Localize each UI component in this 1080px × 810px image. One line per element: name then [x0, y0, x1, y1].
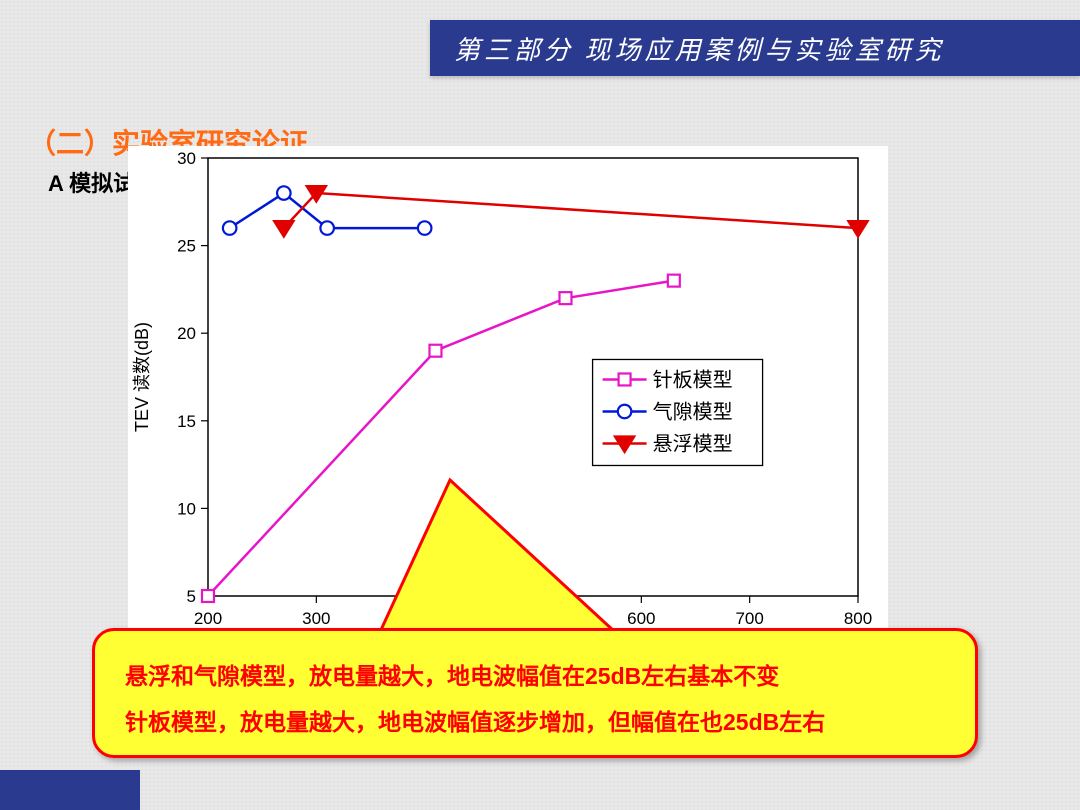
svg-text:30: 30 [177, 149, 196, 168]
svg-text:10: 10 [177, 499, 196, 518]
chart-svg: 200 300 400 500 600 700 800 5 10 15 20 25 30 TEV 读数(d… [128, 146, 888, 656]
svg-text:300: 300 [302, 609, 330, 628]
callout-line1: 悬浮和气隙模型，放电量越大，地电波幅值在25dB左右基本不变 [125, 653, 945, 699]
chart-panel: 200 300 400 500 600 700 800 5 10 15 20 25 30 TEV 读数(d… [128, 146, 888, 656]
svg-text:5: 5 [187, 587, 196, 606]
header-title: 第三部分 现场应用案例与实验室研究 [454, 30, 945, 67]
footer-block [0, 770, 140, 810]
svg-text:气隙模型: 气隙模型 [653, 400, 733, 423]
svg-text:20: 20 [177, 324, 196, 343]
svg-text:15: 15 [177, 412, 196, 431]
svg-text:800: 800 [844, 609, 872, 628]
svg-text:悬浮模型: 悬浮模型 [653, 432, 733, 455]
svg-text:500: 500 [519, 609, 547, 628]
svg-text:TEV 读数(dB): TEV 读数(dB) [132, 322, 152, 432]
svg-text:25: 25 [177, 237, 196, 256]
svg-text:400: 400 [410, 609, 438, 628]
svg-text:针板模型: 针板模型 [653, 368, 733, 391]
svg-text:200: 200 [194, 609, 222, 628]
svg-text:700: 700 [735, 609, 763, 628]
callout-box: 悬浮和气隙模型，放电量越大，地电波幅值在25dB左右基本不变 针板模型，放电量越… [92, 628, 978, 758]
svg-text:600: 600 [627, 609, 655, 628]
header-bar: 第三部分 现场应用案例与实验室研究 [430, 20, 1080, 76]
callout-line2: 针板模型，放电量越大，地电波幅值逐步增加，但幅值在也25dB左右 [125, 699, 945, 745]
